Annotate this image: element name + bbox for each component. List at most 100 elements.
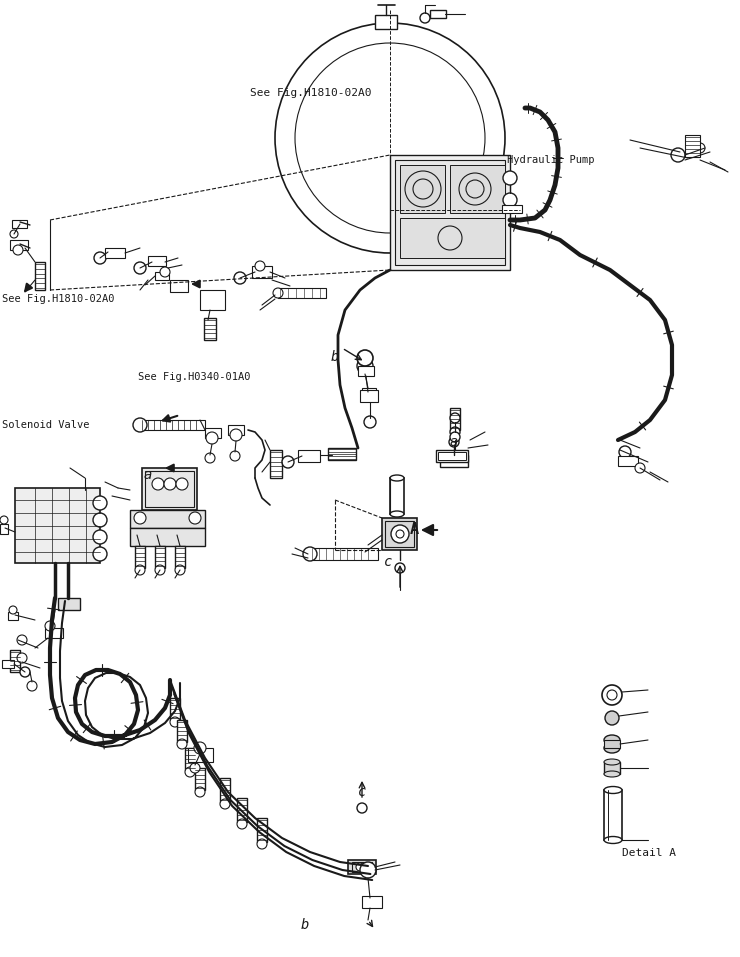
Bar [400,218,505,258]
Circle shape [205,453,215,463]
Bar [362,388,376,398]
Circle shape [449,437,459,447]
Circle shape [206,432,218,444]
Bar [175,546,185,568]
Circle shape [13,245,23,255]
Text: b: b [301,918,309,932]
Bar [105,248,125,258]
Bar [135,546,145,568]
Ellipse shape [604,787,622,793]
Circle shape [135,565,145,575]
Circle shape [10,230,18,238]
Circle shape [27,681,37,691]
Circle shape [450,427,460,437]
Circle shape [195,787,205,797]
Ellipse shape [390,511,404,517]
Circle shape [170,717,180,727]
Bar [430,10,446,18]
Circle shape [273,288,283,298]
Bar [604,762,620,774]
Bar [148,256,166,266]
Bar [328,448,356,460]
Bar [358,366,374,376]
Circle shape [17,635,27,645]
Ellipse shape [390,475,404,481]
Bar [195,768,205,790]
Circle shape [175,565,185,575]
Circle shape [194,742,206,754]
Text: a: a [450,435,458,449]
Ellipse shape [604,836,622,843]
Bar [155,272,169,280]
Bar [502,205,522,213]
Bar [390,478,404,514]
Bar [604,740,620,748]
Text: b: b [331,350,339,364]
Bar [204,318,216,340]
Bar [237,798,247,822]
Circle shape [220,799,230,809]
Bar [375,15,397,29]
Bar [12,220,27,228]
Bar [0,524,8,534]
Circle shape [230,451,240,461]
Circle shape [360,862,376,878]
Text: See Fig.H0340-01A0: See Fig.H0340-01A0 [138,372,251,382]
Circle shape [134,262,146,274]
Bar [130,528,205,546]
Circle shape [45,621,55,631]
Bar [10,650,20,672]
Bar [400,165,445,213]
Text: See Fig.H1810-02A0: See Fig.H1810-02A0 [2,294,115,304]
Ellipse shape [604,743,620,753]
Text: Hydraulic Pump: Hydraulic Pump [507,155,594,165]
Text: c: c [384,555,392,569]
Circle shape [93,513,107,527]
Circle shape [134,512,146,524]
Bar [450,408,460,430]
Bar [2,660,14,668]
Circle shape [160,267,170,277]
Circle shape [185,767,195,777]
Circle shape [93,496,107,510]
Text: A: A [409,522,419,537]
Circle shape [230,429,242,441]
Bar [352,862,372,872]
Bar [298,450,320,462]
Bar [382,518,417,550]
Bar [450,165,505,213]
Circle shape [189,512,201,524]
Circle shape [9,606,17,614]
Circle shape [357,803,367,813]
Bar [362,896,382,908]
Circle shape [605,711,619,725]
Circle shape [94,252,106,264]
Circle shape [255,261,265,271]
Bar [252,266,272,278]
Bar [200,290,225,310]
Bar [604,790,622,840]
Circle shape [356,863,364,871]
Circle shape [177,739,187,749]
Bar [440,455,468,467]
Ellipse shape [604,759,620,765]
Text: See Fig.H1810-02A0: See Fig.H1810-02A0 [250,88,371,98]
Circle shape [237,819,247,829]
Bar [140,420,205,430]
Text: Solenoid Valve: Solenoid Valve [2,420,90,430]
Circle shape [93,530,107,544]
Circle shape [234,272,246,284]
Bar [58,598,80,610]
Bar [205,428,221,438]
Bar [310,548,378,560]
Circle shape [257,839,267,849]
Bar [228,425,244,435]
Bar [145,471,194,507]
Circle shape [20,667,30,677]
Ellipse shape [604,771,620,777]
Circle shape [635,463,645,473]
Bar [130,510,205,528]
Bar [618,456,638,466]
Bar [348,860,376,874]
Bar [170,698,180,720]
